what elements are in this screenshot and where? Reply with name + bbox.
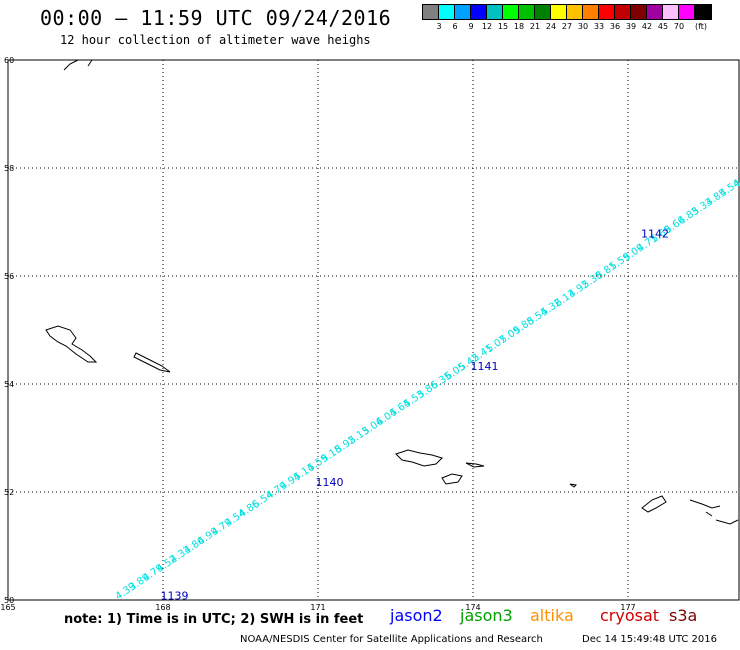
lon-tick-label: 174 [465,603,480,612]
coastline-north [63,59,93,71]
color-scale-labels: 3 6 9 12 15 18 21 24 27 30 33 36 39 42 45 70 (ft) [422,20,712,32]
color-scale-box [615,5,631,19]
color-scale-box [535,5,551,19]
color-scale-box [631,5,647,19]
color-scale-boxes [422,4,712,20]
color-scale-box [647,5,663,19]
pass-number: 1140 [316,476,344,489]
color-scale-label: 70 [673,22,685,31]
color-scale-box [551,5,567,19]
map-title: 00:00 – 11:59 UTC 09/24/2016 [40,6,392,30]
color-scale-box [487,5,503,19]
lat-tick-label: 60 [4,56,14,65]
coastline-island-far-east-2 [689,499,739,525]
lon-tick-label: 171 [310,603,325,612]
color-scale-box [423,5,439,19]
satellite-s3a: s3a [669,606,698,625]
color-scale-label: 6 [452,22,458,31]
lon-tick-label: 168 [155,603,170,612]
coastline-island-east-2 [465,462,485,468]
color-scale-label: 30 [577,22,589,31]
track-wave-height: 4.95 [732,169,740,191]
satellite-jason3: jason3 [460,606,513,625]
lat-tick-label: 58 [4,164,14,173]
color-scale-label: 15 [497,22,509,31]
coastline-island-east-1 [395,449,443,467]
color-scale-box [519,5,535,19]
color-scale-label: 9 [468,22,474,31]
pass-number: 1142 [641,228,669,241]
color-scale-box [567,5,583,19]
coastline-island-east-3 [441,473,463,485]
color-scale-label: 12 [481,22,493,31]
color-scale-label: 36 [609,22,621,31]
coastline-island-far-east-1 [641,495,667,513]
color-scale-label: 3 [436,22,442,31]
color-scale-box [503,5,519,19]
color-scale-label: 39 [625,22,637,31]
lat-tick-label: 54 [4,380,14,389]
lon-tick-label: 165 [0,603,15,612]
axis-tick-labels: 165 168 171 174 177 60 58 56 54 52 50 [0,56,635,612]
color-scale-box [439,5,455,19]
color-scale-label: 42 [641,22,653,31]
satellite-cryosat: cryosat [600,606,660,625]
pass-number: 1141 [471,360,499,373]
coastline-island-small [133,352,171,373]
color-scale-label: 18 [513,22,525,31]
credit-text: NOAA/NESDIS Center for Satellite Applica… [240,634,543,645]
color-scale-box [599,5,615,19]
lat-tick-label: 52 [4,488,14,497]
color-scale-label: 45 [657,22,669,31]
coastlines [45,59,739,525]
color-scale-label: 33 [593,22,605,31]
lon-tick-label: 177 [620,603,635,612]
satellite-jason2: jason2 [390,606,443,625]
lat-tick-label: 56 [4,272,14,281]
pass-number: 1139 [161,589,189,602]
coastline-island-west [45,325,98,363]
color-scale-label: 27 [561,22,573,31]
lat-tick-label: 50 [4,596,14,605]
color-scale-box [471,5,487,19]
map-subtitle: 12 hour collection of altimeter wave hei… [60,33,371,47]
color-scale-label: (ft) [694,22,708,31]
color-scale-box [455,5,471,19]
color-scale-box [695,5,711,19]
credit-date: Dec 14 15:49:48 UTC 2016 [582,634,717,645]
color-scale-label: 24 [545,22,557,31]
color-scale-box [663,5,679,19]
color-scale-box [583,5,599,19]
color-scale-box [679,5,695,19]
satellite-altika: altika [530,606,574,625]
color-scale-legend: 3 6 9 12 15 18 21 24 27 30 33 36 39 42 45 70 (ft) [422,4,712,32]
footer-note: note: 1) Time is in UTC; 2) SWH is in fe… [64,612,364,627]
pass-number-labels: 1139 1140 1141 1142 [161,228,670,603]
coastline-island-east-4 [569,483,578,488]
color-scale-label: 21 [529,22,541,31]
map-frame [7,59,740,601]
graticule [7,59,740,601]
